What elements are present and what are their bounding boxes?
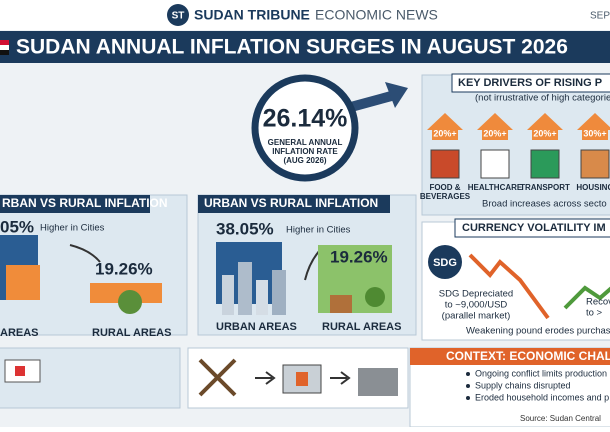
panel-title: KEY DRIVERS OF RISING P: [458, 77, 602, 89]
panel-title: RBAN VS RURAL INFLATION: [2, 196, 168, 210]
bullet-dot: [466, 396, 470, 400]
title: SUDAN ANNUAL INFLATION SURGES IN AUGUST …: [16, 36, 568, 59]
rural-label: RURAL AREAS: [92, 327, 171, 339]
tree: [365, 287, 385, 307]
logo-text: ST: [172, 11, 185, 22]
bullet: Supply chains disrupted: [475, 380, 571, 390]
house: [330, 295, 352, 313]
driver-icon: [480, 149, 510, 179]
panel-header: [410, 348, 610, 365]
driver-icon: [430, 149, 460, 179]
panel: [421, 74, 610, 216]
driver-label: TRANSPORT: [520, 183, 570, 192]
subtitle: (not irrustrative of high categories): [475, 93, 610, 104]
note: SDG Depreciated: [439, 289, 513, 300]
flag: [0, 40, 9, 45]
brand: SUDAN TRIBUNE: [194, 7, 310, 23]
note: Higher in Cities: [286, 225, 351, 236]
badge-text: SDG: [433, 257, 457, 269]
recovery-line: [563, 285, 610, 310]
panel-header: [451, 73, 610, 93]
note: Higher in Cities: [40, 223, 105, 234]
driver-pct: 20%+: [483, 128, 506, 138]
urban-label: AREAS: [0, 327, 39, 339]
arrow: [255, 371, 276, 385]
drivers: 20%+ FOOD &BEVERAGES 20%+ HEALTHCARE 20%+ TRA…: [420, 113, 610, 201]
footer: Broad increases across secto: [482, 199, 607, 210]
up-arrow: [427, 113, 463, 140]
building: [272, 270, 286, 315]
driver-label: HOUSING: [576, 183, 610, 192]
urban-value: 05%: [0, 217, 34, 236]
headline-caption: INFLATION RATE: [272, 147, 338, 156]
panel-header: [454, 218, 610, 238]
driver-icon: [530, 149, 560, 179]
up-arrow: [577, 113, 610, 140]
panel: [421, 221, 610, 341]
rural-value: 19.26%: [330, 247, 388, 266]
rural-value: 19.26%: [95, 259, 153, 278]
panel-title: URBAN VS RURAL INFLATION: [204, 196, 378, 210]
arrow: [330, 371, 351, 385]
recovery: Recov: [586, 297, 610, 308]
up-arrow: [477, 113, 513, 140]
panel-header: [0, 195, 150, 213]
logo: [167, 4, 189, 26]
headline-caption: GENERAL ANNUAL: [268, 138, 343, 147]
title-bar: [0, 31, 610, 63]
driver-icon: [580, 149, 610, 179]
urban-label: URBAN AREAS: [216, 321, 297, 333]
flag: [0, 45, 9, 50]
header-bar: [0, 0, 610, 30]
headline-caption: (AUG 2026): [283, 156, 326, 165]
bullet-dot: [466, 384, 470, 388]
recovery: to >: [586, 308, 603, 319]
medkit-icon: [296, 372, 308, 386]
trend-arrow: [385, 82, 408, 108]
rural-label: RURAL AREAS: [322, 321, 401, 333]
headline-value: 26.14%: [263, 105, 348, 133]
buildings: [6, 265, 40, 300]
footer: Weakening pound erodes purchasi: [466, 326, 610, 337]
conflict-icon: [198, 358, 237, 397]
flag: [0, 50, 9, 55]
date: SEP: [590, 11, 610, 22]
urban-value: 38.05%: [216, 219, 274, 238]
driver-pct: 20%+: [433, 128, 456, 138]
driver-pct: 20%+: [533, 128, 556, 138]
panel-title: CONTEXT: ECONOMIC CHAL: [446, 349, 610, 363]
ambulance-icon: [15, 366, 25, 376]
driver-label: FOOD &: [429, 183, 460, 192]
up-arrow: [527, 113, 563, 140]
tree: [118, 290, 142, 314]
driver-pct: 30%+: [583, 128, 606, 138]
building: [256, 280, 268, 315]
bullet: Eroded household incomes and p: [475, 392, 609, 402]
ruins-icon: [358, 368, 398, 396]
bullet-dot: [466, 372, 470, 376]
panel-header: [198, 195, 390, 213]
driver-label: BEVERAGES: [420, 192, 471, 201]
headline-ring: [251, 74, 359, 182]
source: Source: Sudan Central: [520, 414, 601, 423]
note: to ~9,000/USD: [445, 300, 508, 311]
note: (parallel market): [442, 311, 511, 322]
bullet: Ongoing conflict limits production: [475, 368, 607, 378]
driver-label: HEALTHCARE: [468, 183, 523, 192]
decline-line: [468, 253, 550, 320]
bullets: Ongoing conflict limits production Supply…: [466, 368, 609, 402]
section: ECONOMIC NEWS: [315, 7, 438, 23]
panel-title: CURRENCY VOLATILITY IM: [462, 222, 606, 234]
building: [238, 262, 252, 315]
badge: [428, 245, 462, 279]
arrow: [69, 244, 101, 263]
building: [222, 275, 234, 315]
